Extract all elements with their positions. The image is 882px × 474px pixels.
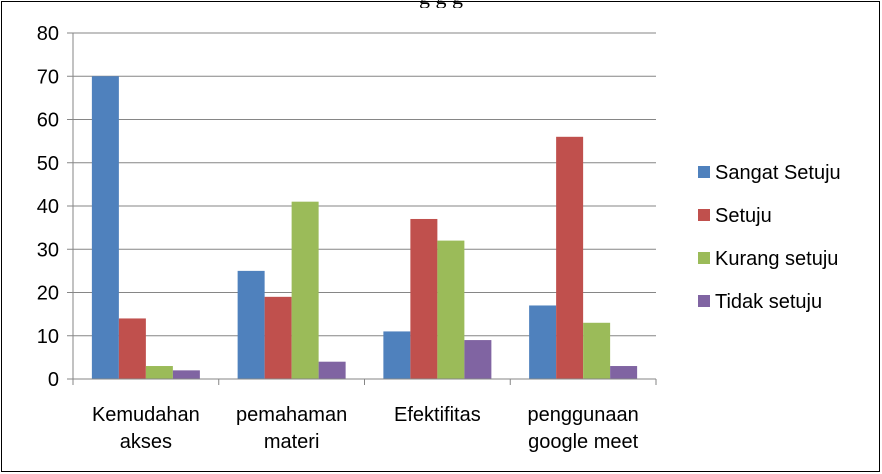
legend-label: Sangat Setuju [715, 162, 841, 184]
category-label: akses [120, 431, 172, 453]
category-label: Efektifitas [394, 404, 481, 426]
legend: Sangat Setuju Setuju Kurang setuju Tidak se… [698, 162, 841, 313]
y-tick-label: 40 [37, 196, 59, 218]
y-tick-label: 80 [37, 23, 59, 45]
y-tick-label: 70 [37, 66, 59, 88]
bar-kurang-setuju [291, 201, 319, 379]
legend-swatch [698, 295, 710, 307]
category-label: penggunaan [528, 404, 639, 426]
category-labels: Kemudahan akses pemahaman materi Efektifitas… [92, 404, 639, 453]
legend-label: Setuju [715, 205, 772, 227]
category-label: pemahaman [236, 404, 347, 426]
bar-sangat-setuju [383, 331, 411, 379]
bar-sangat-setuju [237, 270, 265, 379]
bar-setuju [264, 296, 292, 379]
y-tick-label: 60 [37, 110, 59, 132]
bar-tidak-setuju [610, 366, 638, 379]
bar-kurang-setuju [145, 366, 173, 379]
legend-swatch [698, 166, 710, 178]
bar-sangat-setuju [91, 76, 119, 379]
bar-setuju [556, 136, 584, 379]
y-tick-label: 0 [48, 369, 59, 391]
legend-label: Kurang setuju [715, 248, 838, 270]
bar-sangat-setuju [529, 305, 557, 379]
y-tick-label: 50 [37, 153, 59, 175]
bar-setuju [118, 318, 146, 379]
y-tick-label: 20 [37, 283, 59, 305]
y-tick-label: 30 [37, 239, 59, 261]
caption-fragment: g g g [0, 0, 882, 8]
category-label: materi [264, 431, 320, 453]
legend-label: Tidak setuju [715, 291, 822, 313]
bar-kurang-setuju [437, 240, 465, 379]
bar-kurang-setuju [583, 322, 611, 379]
bar-setuju [410, 218, 438, 379]
bar-tidak-setuju [172, 370, 200, 379]
category-label: google meet [528, 431, 639, 453]
category-label: Kemudahan [92, 404, 200, 426]
bar-tidak-setuju [464, 340, 492, 379]
legend-swatch [698, 209, 710, 221]
legend-swatch [698, 252, 710, 264]
y-tick-labels: 0 10 20 30 40 50 60 70 80 [37, 23, 59, 391]
y-tick-label: 10 [37, 326, 59, 348]
axes [67, 32, 657, 385]
bars [91, 76, 638, 379]
bar-tidak-setuju [318, 361, 346, 379]
